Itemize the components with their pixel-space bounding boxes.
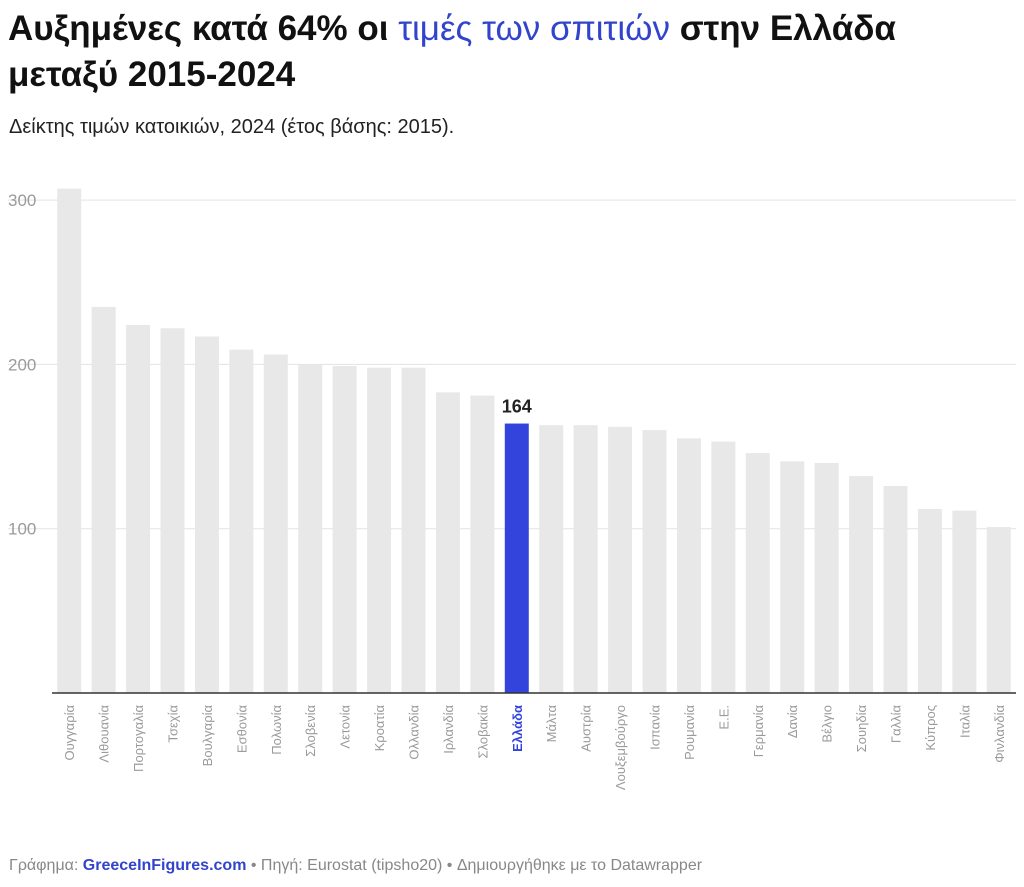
x-tick-label-6: Πολωνία bbox=[269, 705, 284, 755]
bar-23 bbox=[849, 476, 874, 693]
x-tick-label-19: Ε.Ε. bbox=[716, 705, 731, 730]
bar-6 bbox=[263, 354, 288, 693]
x-tick-label-1: Λιθουανία bbox=[97, 705, 112, 763]
bar-12 bbox=[470, 395, 495, 693]
x-tick-label-17: Ισπανία bbox=[648, 705, 663, 750]
bar-10 bbox=[401, 367, 426, 693]
bar-7 bbox=[298, 364, 323, 693]
title-part-2: στην Ελλάδα μεταξύ 2015-2024 bbox=[8, 9, 896, 94]
bar-27 bbox=[986, 527, 1011, 693]
y-tick-label-300: 300 bbox=[8, 191, 36, 210]
bar-19 bbox=[711, 441, 736, 693]
chart-subtitle: Δείκτης τιμών κατοικιών, 2024 (έτος βάση… bbox=[9, 116, 455, 138]
bar-14 bbox=[539, 425, 564, 693]
bar-18 bbox=[676, 438, 701, 693]
x-tick-label-16: Λουξεμβούργο bbox=[613, 705, 628, 790]
chart-footer: Γράφημα: GreeceInFigures.com • Πηγή: Eur… bbox=[9, 855, 702, 877]
bar-4 bbox=[194, 336, 219, 693]
bar-26 bbox=[952, 510, 977, 693]
footer-brand-link[interactable]: GreeceInFigures.com bbox=[82, 857, 247, 874]
x-tick-label-21: Δανία bbox=[785, 705, 800, 739]
bar-9 bbox=[367, 367, 392, 693]
data-label-highlight: 164 bbox=[502, 397, 532, 417]
x-tick-label-24: Γαλλία bbox=[889, 705, 904, 744]
x-tick-label-0: Ουγγαρία bbox=[62, 705, 77, 761]
x-tick-label-20: Γερμανία bbox=[751, 705, 766, 758]
title-part-1: Αυξημένες κατά 64% οι bbox=[8, 9, 399, 48]
x-tick-label-15: Αυστρία bbox=[579, 705, 594, 752]
x-tick-label-13: Ελλάδα bbox=[510, 705, 525, 752]
x-tick-label-25: Κύπρος bbox=[923, 705, 938, 751]
bar-24 bbox=[883, 485, 908, 693]
bar-1 bbox=[91, 306, 116, 693]
bar-22 bbox=[814, 462, 839, 693]
bar-20 bbox=[745, 453, 770, 693]
x-tick-label-5: Εσθονία bbox=[234, 705, 249, 754]
y-tick-label-200: 200 bbox=[8, 355, 36, 374]
footer-source: • Πηγή: Eurostat (tipsho20) • Δημιουργήθ… bbox=[246, 857, 703, 874]
bar-3 bbox=[160, 328, 185, 693]
title-highlight: τιμές των σπιτιών bbox=[398, 9, 670, 48]
bar-15 bbox=[573, 425, 598, 693]
bar-8 bbox=[332, 366, 357, 693]
bar-25 bbox=[917, 508, 942, 693]
chart-title: Αυξημένες κατά 64% οι τιμές των σπιτιών … bbox=[8, 6, 1013, 98]
x-tick-label-7: Σλοβενία bbox=[303, 705, 318, 757]
bar-17 bbox=[642, 430, 667, 693]
x-tick-label-3: Τσεχία bbox=[166, 705, 181, 743]
x-tick-label-27: Φινλανδία bbox=[992, 705, 1007, 763]
x-tick-label-23: Σουηδία bbox=[854, 705, 869, 753]
x-tick-label-2: Πορτογαλία bbox=[131, 705, 146, 772]
x-tick-label-26: Ιταλία bbox=[957, 705, 972, 738]
bar-chart: 100 200 300 Ουγγαρία Λιθουανία Πορτογαλία Τσεχ… bbox=[8, 188, 1016, 790]
x-tick-label-11: Ιρλανδία bbox=[441, 705, 456, 754]
x-tick-label-8: Λετονία bbox=[338, 705, 353, 749]
x-tick-label-18: Ρουμανία bbox=[682, 705, 697, 760]
x-tick-label-14: Μάλτα bbox=[544, 705, 559, 743]
bar-2 bbox=[126, 324, 151, 693]
x-tick-label-9: Κροατία bbox=[372, 705, 387, 752]
bar-13 bbox=[504, 423, 529, 693]
bar-16 bbox=[608, 426, 633, 693]
y-tick-label-100: 100 bbox=[8, 520, 36, 539]
bar-21 bbox=[780, 461, 805, 693]
bar-5 bbox=[229, 349, 254, 693]
x-tick-label-22: Βέλγιο bbox=[820, 705, 835, 743]
x-tick-label-4: Βουλγαρία bbox=[200, 705, 215, 767]
bar-0 bbox=[57, 188, 82, 693]
bar-11 bbox=[435, 392, 460, 693]
x-tick-label-12: Σλοβακία bbox=[475, 705, 490, 759]
x-tick-label-10: Ολλανδία bbox=[407, 705, 422, 760]
footer-graph-label: Γράφημα: bbox=[9, 857, 83, 874]
